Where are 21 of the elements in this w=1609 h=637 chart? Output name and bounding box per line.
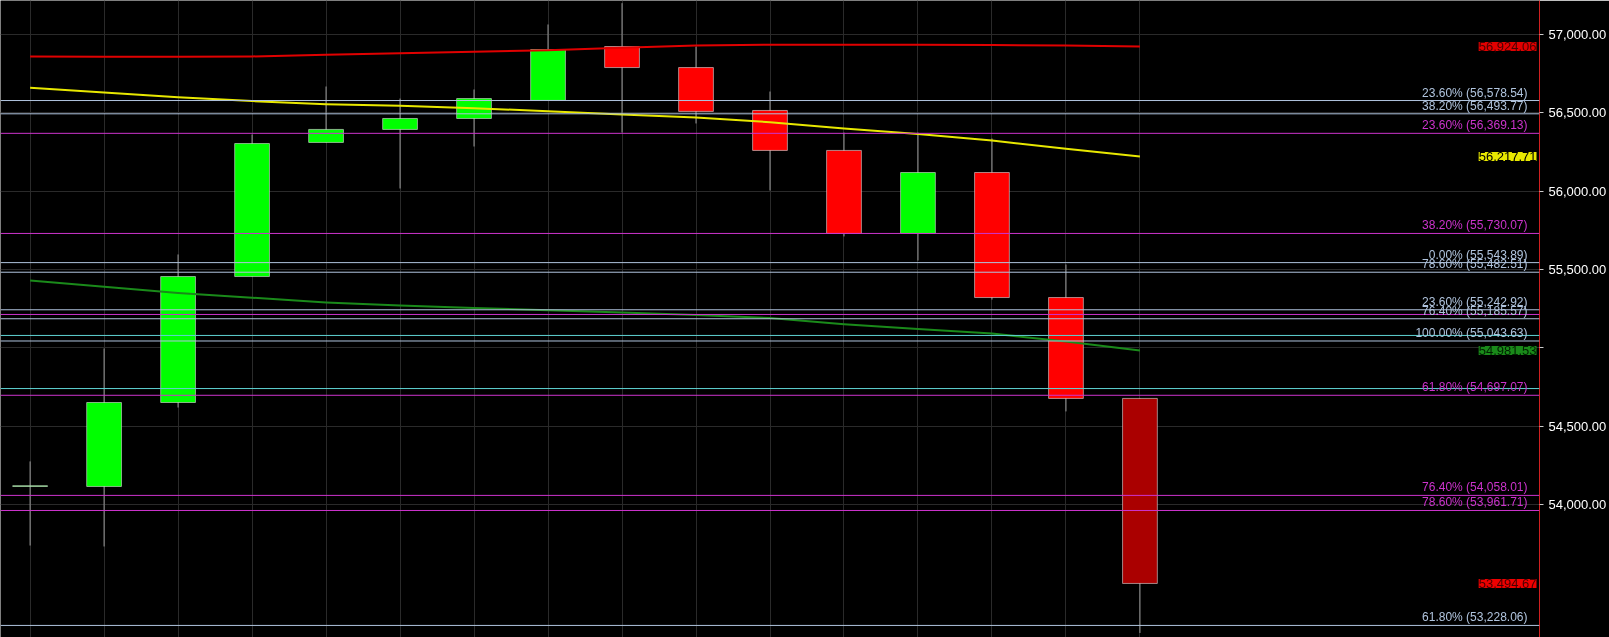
text: 56,217.71 [1478, 149, 1537, 165]
line-series [29, 86, 1141, 158]
text: 56,924.06 [1478, 38, 1537, 54]
y-tick-label: 56,500.00 [1548, 105, 1607, 121]
y-tick-label: 57,000.00 [1548, 27, 1607, 42]
ref-line-label: 38.20% (55,730.07) [1422, 218, 1528, 233]
ref-line-label: 61.80% (53,228.06) [1422, 610, 1528, 625]
line-series [29, 279, 1141, 352]
y-tick-label: 54,500.00 [1548, 418, 1607, 434]
text: 53,494.67 [1478, 575, 1537, 591]
text: 54,981.53 [1478, 342, 1537, 358]
ref-line-label: 76.40% (54,058.01) [1422, 480, 1528, 495]
y-tick-label: 55,500.00 [1548, 261, 1607, 277]
line-series [29, 43, 1141, 58]
ref-line-label: 78.60% (53,961.71) [1422, 495, 1528, 510]
candlestick [382, 98, 418, 189]
y-tick-label: 56,000.00 [1548, 183, 1607, 199]
ref-line-label: 23.60% (56,578.54) [1422, 85, 1528, 100]
ref-line-label: 23.60% (56,369.13) [1422, 118, 1528, 133]
y-tick-label: 54,000.00 [1548, 496, 1607, 512]
candlestick [12, 460, 48, 547]
